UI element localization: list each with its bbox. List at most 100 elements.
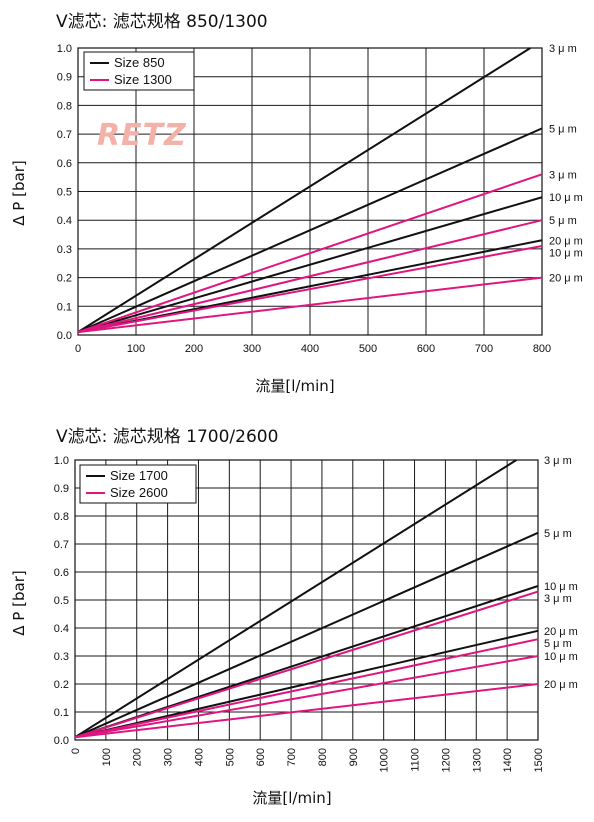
legend-label-size-1700: Size 1700 <box>110 468 168 483</box>
x-tick-label: 1500 <box>533 748 545 772</box>
series-line <box>74 655 539 739</box>
x-tick-labels: 0 100 200 300 400 500 600 700 800 900 1000 1100 1200… <box>70 748 545 772</box>
x-tick-label: 400 <box>193 748 205 766</box>
y-tick-label: 0.4 <box>57 215 72 227</box>
series-line <box>77 173 543 334</box>
curve-label: 10 μ m <box>549 192 583 204</box>
x-tick-label: 200 <box>132 748 144 766</box>
y-tick-label: 0.5 <box>54 595 69 607</box>
series-line <box>77 276 543 334</box>
y-tick-label: 0.2 <box>57 273 72 285</box>
x-tick-label: 0 <box>75 343 81 355</box>
x-tick-label: 1000 <box>379 748 391 772</box>
y-axis-label: Δ P [bar] <box>10 160 28 225</box>
series-line <box>74 629 539 739</box>
x-tick-label: 700 <box>286 748 298 766</box>
x-tick-label: 600 <box>255 748 267 766</box>
x-tick-label: 1400 <box>502 748 514 772</box>
plot-frame <box>77 47 543 336</box>
series-line <box>77 127 543 334</box>
series-line <box>74 638 539 739</box>
legend-label-size-850: Size 850 <box>114 55 165 70</box>
curve-label: 20 μ m <box>544 626 578 638</box>
series-line <box>74 459 517 739</box>
legend: Size 1700 Size 2600 <box>79 464 197 504</box>
y-tick-label: 0.5 <box>57 187 72 199</box>
series-line <box>74 531 539 739</box>
x-tick-label: 1300 <box>471 748 483 772</box>
x-tick-label: 200 <box>185 343 203 355</box>
y-tick-label: 0.9 <box>57 72 72 84</box>
x-axis-label: 流量[l/min] <box>255 377 334 395</box>
x-tick-label: 0 <box>70 748 82 754</box>
y-tick-label: 0.8 <box>54 511 69 523</box>
y-tick-label: 0.0 <box>57 330 72 342</box>
curve-labels: 3 μ m5 μ m3 μ m10 μ m5 μ m20 μ m10 μ m20… <box>549 43 583 285</box>
x-tick-label: 100 <box>101 748 113 766</box>
chart-title: V滤芯: 滤芯规格 1700/2600 <box>56 427 278 447</box>
grid <box>77 47 543 336</box>
watermark-logo: RETZ <box>97 118 187 153</box>
legend-box <box>83 51 195 91</box>
y-tick-label: 0.8 <box>57 100 72 112</box>
legend: Size 850 Size 1300 <box>83 51 195 91</box>
y-axis-label: Δ P [bar] <box>10 570 28 635</box>
curve-label: 10 μ m <box>544 651 578 663</box>
legend-label-size-2600: Size 2600 <box>110 485 168 500</box>
x-tick-label: 600 <box>417 343 435 355</box>
y-tick-label: 0.3 <box>54 651 69 663</box>
curve-label: 20 μ m <box>549 235 583 247</box>
legend-box <box>79 464 197 504</box>
chart-1700-2600: V滤芯: 滤芯规格 1700/2600 0 100 200 300 400 500 600 7… <box>10 427 578 807</box>
curve-label: 3 μ m <box>549 43 577 55</box>
x-tick-labels: 0 100 200 300 400 500 600 700 800 <box>75 343 551 355</box>
curve-label: 10 μ m <box>549 247 583 259</box>
y-tick-label: 0.1 <box>57 301 72 313</box>
y-tick-label: 0.7 <box>57 129 72 141</box>
x-tick-label: 900 <box>348 748 360 766</box>
curve-label: 5 μ m <box>544 528 572 540</box>
x-tick-label: 800 <box>533 343 551 355</box>
y-tick-label: 0.3 <box>57 244 72 256</box>
chart-850-1300: V滤芯: 滤芯规格 850/1300 RETZ 0 100 200 300 400 500… <box>10 12 583 395</box>
plot-frame <box>74 459 539 741</box>
svg-text:RETZ: RETZ <box>97 118 187 153</box>
curve-label: 5 μ m <box>544 638 572 650</box>
curve-label: 3 μ m <box>544 455 572 467</box>
y-tick-label: 0.6 <box>57 158 72 170</box>
curve-label: 3 μ m <box>544 593 572 605</box>
x-tick-label: 500 <box>224 748 236 766</box>
y-tick-labels: 0.0 0.1 0.2 0.3 0.4 0.5 0.6 0.7 0.8 0.9 1.0 <box>57 43 72 342</box>
chart-title: V滤芯: 滤芯规格 850/1300 <box>56 12 268 32</box>
curve-label: 5 μ m <box>549 215 577 227</box>
series-lines <box>74 459 539 739</box>
curve-label: 20 μ m <box>549 273 583 285</box>
x-tick-label: 1100 <box>410 748 422 772</box>
x-tick-label: 800 <box>317 748 329 766</box>
curve-label: 3 μ m <box>549 169 577 181</box>
x-tick-label: 500 <box>359 343 377 355</box>
y-tick-label: 0.7 <box>54 539 69 551</box>
y-tick-label: 0.6 <box>54 567 69 579</box>
x-axis-label: 流量[l/min] <box>252 789 331 807</box>
legend-label-size-1300: Size 1300 <box>114 72 172 87</box>
curve-label: 10 μ m <box>544 581 578 593</box>
y-tick-label: 0.2 <box>54 679 69 691</box>
curve-labels: 3 μ m5 μ m10 μ m3 μ m20 μ m5 μ m10 μ m20… <box>544 455 578 691</box>
x-tick-label: 300 <box>243 343 261 355</box>
curve-label: 5 μ m <box>549 123 577 135</box>
curve-label: 20 μ m <box>544 679 578 691</box>
x-tick-label: 300 <box>163 748 175 766</box>
series-line <box>77 47 531 333</box>
x-tick-label: 1200 <box>440 748 452 772</box>
series-line <box>77 219 543 334</box>
y-tick-label: 0.0 <box>54 735 69 747</box>
y-tick-labels: 0.0 0.1 0.2 0.3 0.4 0.5 0.6 0.7 0.8 0.9 1.0 <box>54 455 69 747</box>
y-tick-label: 0.4 <box>54 623 69 635</box>
y-tick-label: 1.0 <box>57 43 72 55</box>
y-tick-label: 1.0 <box>54 455 69 467</box>
series-lines <box>77 47 543 334</box>
series-line <box>74 683 539 739</box>
